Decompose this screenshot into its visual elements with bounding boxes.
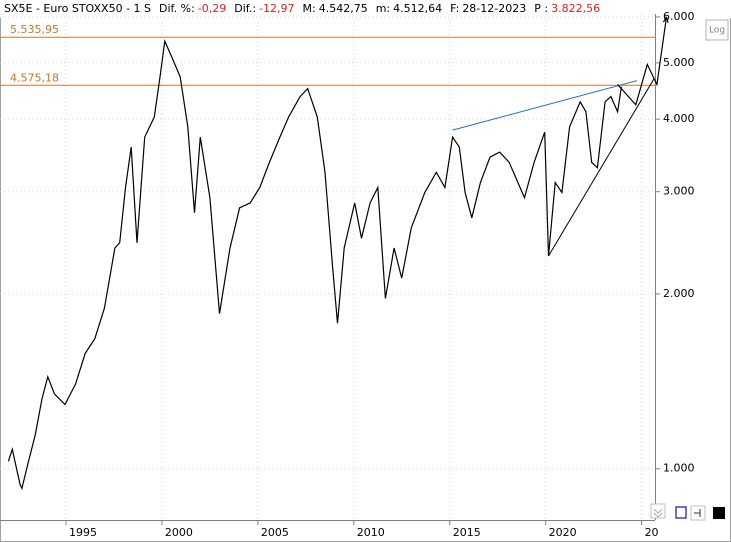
header-value: 4.542,75: [319, 2, 368, 15]
x-tick-label: 2010: [357, 526, 385, 539]
y-tick-label: 1.000: [663, 462, 695, 475]
save-button[interactable]: [675, 506, 687, 519]
header-value: 3.822,56: [551, 2, 600, 15]
x-tick-label: 2000: [165, 526, 193, 539]
x-tick-label: 2015: [453, 526, 481, 539]
header-label: Dif.:: [234, 2, 256, 15]
trend-line: [452, 80, 637, 131]
header-label: P :: [534, 2, 548, 15]
x-tick-label: 1995: [69, 526, 97, 539]
header-label: m:: [376, 2, 390, 15]
header-value: 28-12-2023: [462, 2, 526, 15]
header-label: M:: [303, 2, 316, 15]
header-label: Dif. %:: [159, 2, 195, 15]
level-label: 4.575,18: [10, 71, 59, 84]
header-label: F:: [450, 2, 459, 15]
collapse-button[interactable]: [650, 503, 666, 519]
price-line: [7, 39, 622, 491]
level-label: 5.535,95: [10, 23, 59, 36]
log-button[interactable]: [705, 19, 729, 41]
header-value: 4.512,64: [393, 2, 442, 15]
header-bar: [0, 0, 731, 18]
x-tick-label: 2020: [549, 526, 577, 539]
y-tick-label: 4.000: [663, 112, 695, 125]
y-tick-label: 5.000: [663, 56, 695, 69]
log-button-label[interactable]: Log: [709, 26, 725, 36]
color-button[interactable]: [713, 507, 725, 519]
y-tick-label: 6.000: [663, 10, 695, 23]
chart-title: SX5E - Euro STOXX50 - 1 S: [4, 2, 151, 15]
header-value: -0,29: [198, 2, 226, 15]
pin-icon: [694, 509, 701, 517]
y-tick-label: 2.000: [663, 287, 695, 300]
x-tick-label: 20: [645, 526, 659, 539]
x-tick-label: 2005: [261, 526, 289, 539]
collapse-icon: [653, 508, 663, 518]
header-value: -12,97: [259, 2, 294, 15]
trend-line: [548, 78, 655, 257]
y-tick-label: 3.000: [663, 185, 695, 198]
header: SX5E - Euro STOXX50 - 1 S Dif. %: -0,29 Di…: [4, 2, 600, 15]
projection-line: [617, 16, 668, 107]
projection-arrowhead: [662, 16, 669, 23]
